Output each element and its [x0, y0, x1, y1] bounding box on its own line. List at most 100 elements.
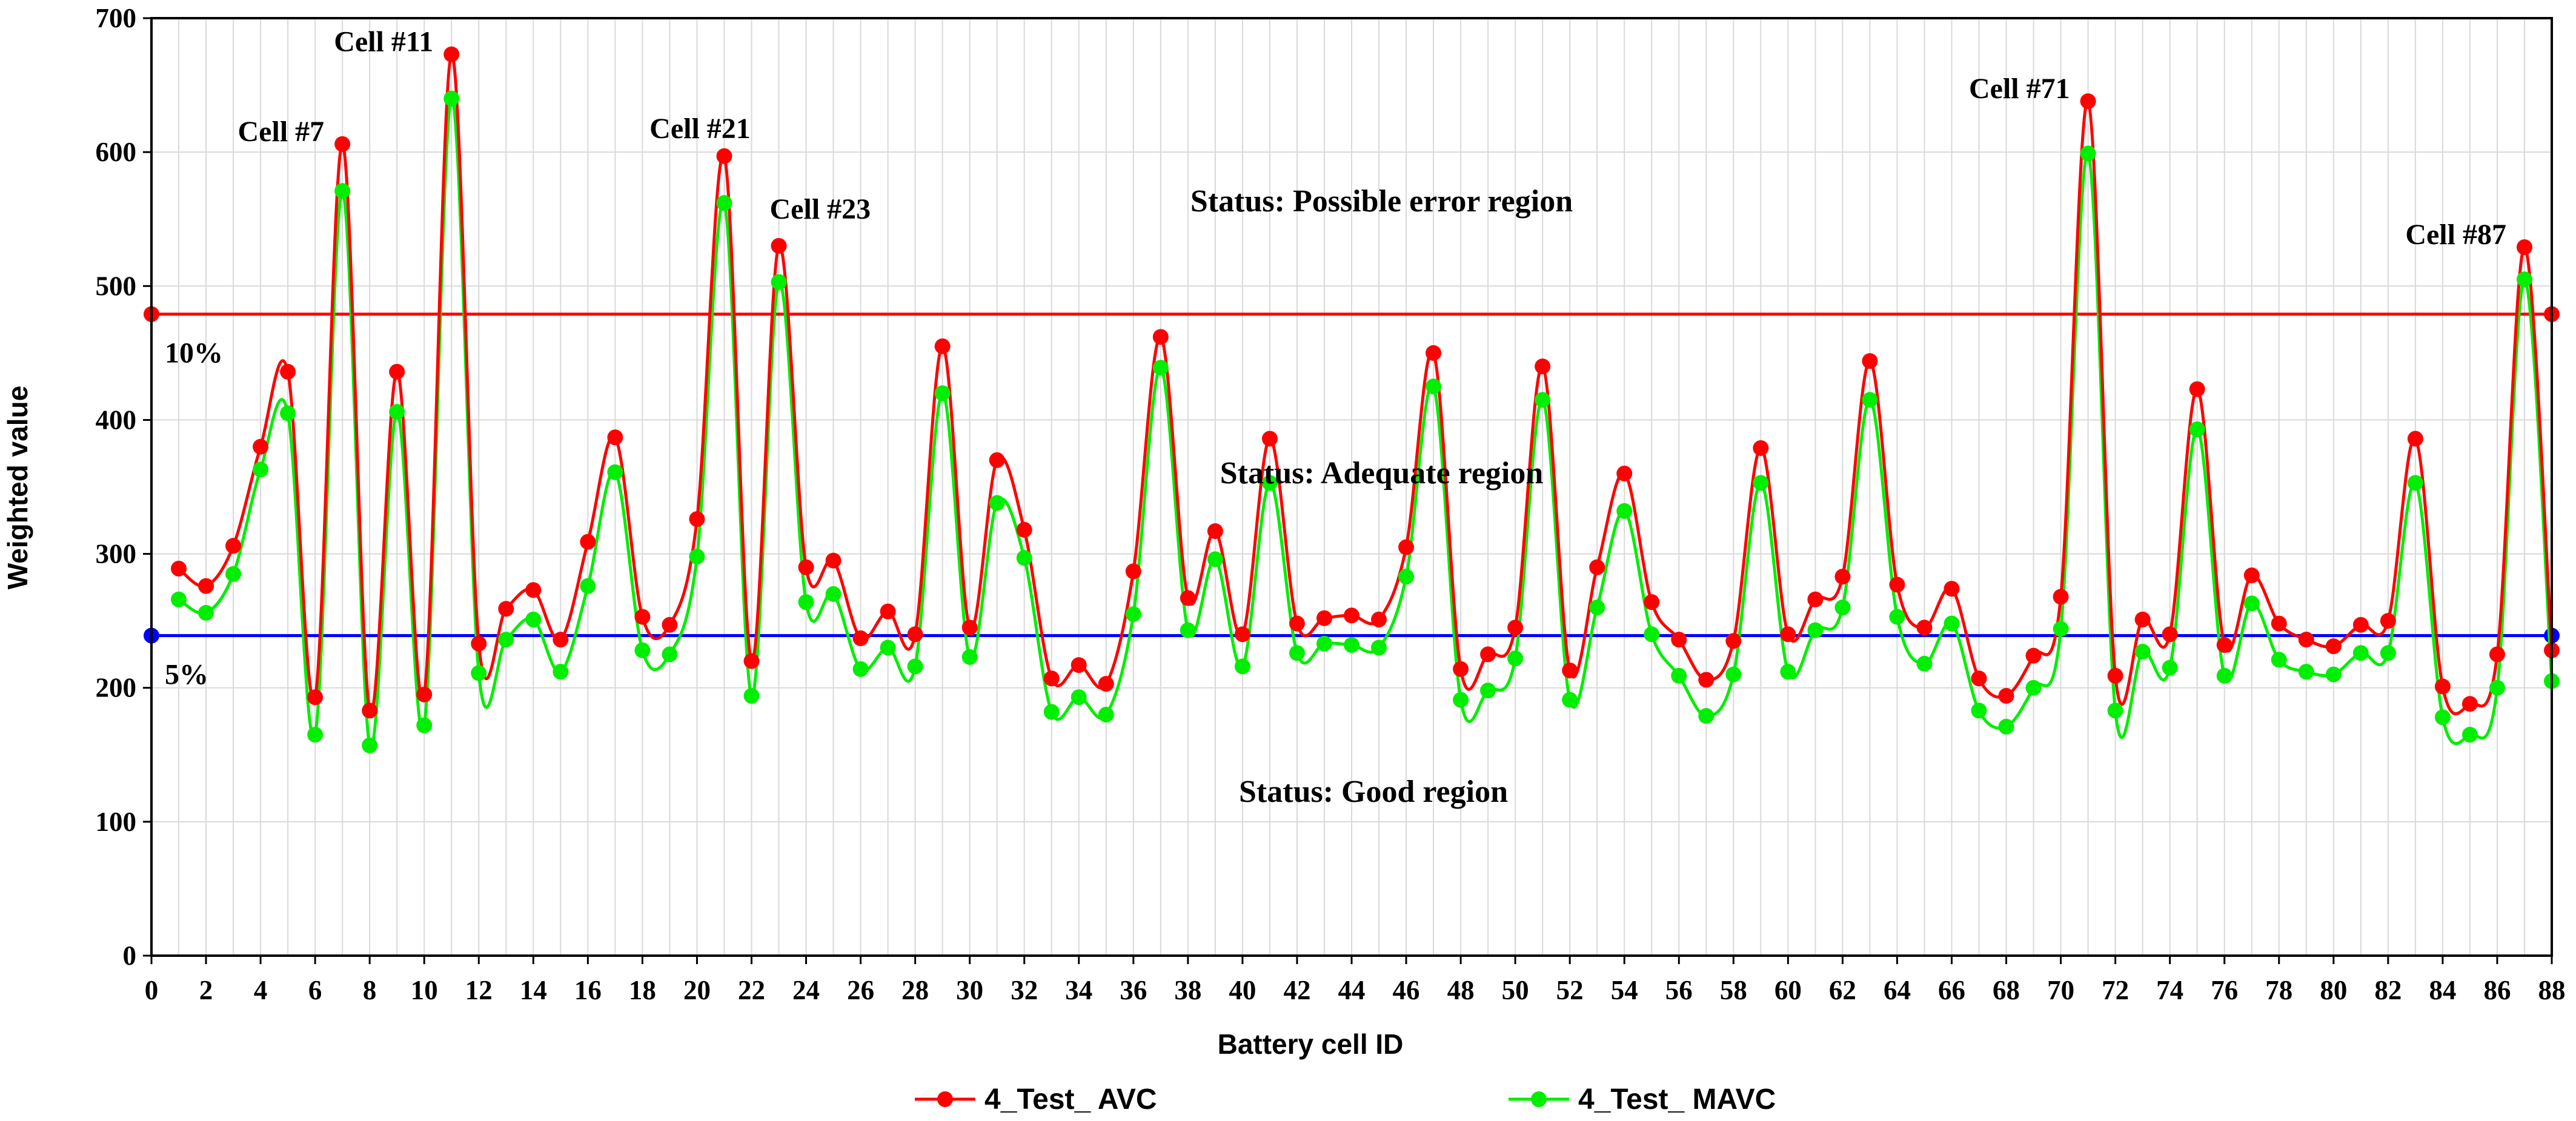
data-point-avc [1944, 581, 1960, 597]
x-tick-label: 54 [1611, 975, 1638, 1005]
data-point-mavc [2407, 475, 2423, 491]
data-point-avc [1261, 431, 1278, 447]
x-tick-label: 50 [1502, 975, 1529, 1005]
data-point-avc [880, 603, 896, 620]
data-point-mavc [1261, 475, 1278, 491]
x-tick-label: 18 [629, 975, 656, 1005]
data-point-mavc [1971, 703, 1987, 719]
data-point-mavc [443, 90, 460, 107]
data-point-avc [989, 452, 1005, 468]
data-point-avc [2298, 632, 2314, 648]
x-tick-label: 32 [1011, 975, 1038, 1005]
x-tick-label: 2 [199, 975, 213, 1005]
y-tick-label: 500 [96, 271, 137, 301]
x-tick-label: 60 [1774, 975, 1802, 1005]
data-point-avc [1207, 523, 1223, 539]
data-point-avc [771, 237, 787, 254]
data-point-mavc [2080, 145, 2096, 162]
data-point-avc [1180, 590, 1196, 606]
data-point-avc [416, 686, 433, 703]
data-point-mavc [307, 727, 324, 743]
data-point-mavc [1207, 551, 1223, 567]
x-tick-label: 86 [2483, 975, 2511, 1005]
data-point-mavc [525, 611, 542, 627]
x-tick-label: 8 [363, 975, 377, 1005]
data-point-mavc [171, 591, 187, 607]
legend-avc-label: 4_Test_ AVC [984, 1083, 1157, 1116]
data-point-avc [689, 511, 705, 527]
data-point-mavc [471, 665, 487, 681]
data-point-mavc [1398, 569, 1415, 585]
data-point-mavc [798, 594, 814, 610]
x-tick-label: 64 [1884, 975, 1911, 1005]
data-point-mavc [1616, 503, 1633, 519]
x-tick-label: 22 [738, 975, 765, 1005]
data-point-avc [798, 559, 814, 575]
data-point-mavc [1562, 692, 1578, 708]
y-tick-label: 400 [96, 405, 137, 435]
data-point-mavc [1944, 615, 1960, 632]
data-point-avc [1998, 687, 2014, 704]
x-tick-label: 44 [1338, 975, 1366, 1005]
cell-annotation: Cell #7 [238, 116, 325, 148]
data-point-avc [498, 601, 514, 617]
data-point-avc [580, 534, 596, 550]
cell-annotation: Cell #23 [770, 193, 871, 225]
data-point-avc [1562, 662, 1578, 678]
x-tick-label: 26 [847, 975, 874, 1005]
x-tick-label: 42 [1283, 975, 1310, 1005]
y-tick-label: 0 [123, 941, 137, 971]
threshold-lines: 10% 5% [144, 306, 2560, 690]
threshold-label: 10% [165, 337, 223, 369]
data-point-mavc [1998, 718, 2014, 735]
y-tick-label: 200 [96, 673, 137, 703]
data-point-avc [1834, 569, 1851, 585]
data-point-mavc [2243, 595, 2260, 612]
cell-annotation: Cell #11 [334, 26, 433, 58]
data-point-avc [362, 703, 378, 719]
x-tick-label: 12 [465, 975, 493, 1005]
legend: 4_Test_ AVC 4_Test_ MAVC [915, 1083, 1776, 1116]
data-point-avc [2025, 647, 2042, 664]
region-label: Status: Possible error region [1190, 184, 1573, 219]
data-point-mavc [334, 183, 351, 199]
data-point-avc [198, 578, 214, 594]
x-tick-label: 40 [1229, 975, 1256, 1005]
data-point-avc [1698, 672, 1715, 688]
data-point-avc [934, 338, 951, 354]
data-point-avc [1016, 521, 1032, 538]
cell-annotation: Cell #87 [2405, 219, 2506, 251]
cell-annotation: Cell #71 [1969, 73, 2070, 105]
x-tick-label: 16 [574, 975, 602, 1005]
x-tick-label: 72 [2102, 975, 2129, 1005]
data-point-mavc [1152, 360, 1169, 376]
y-tick-label: 300 [96, 539, 137, 569]
data-point-mavc [1371, 640, 1387, 656]
data-point-avc [2271, 615, 2287, 632]
x-tick-label: 76 [2211, 975, 2238, 1005]
data-point-mavc [1316, 635, 1332, 652]
legend-mavc-marker [1531, 1091, 1547, 1107]
data-point-mavc [1862, 392, 1878, 408]
y-axis-title: Weighted value [2, 386, 33, 590]
data-point-avc [2489, 646, 2505, 663]
data-point-avc [1916, 620, 1933, 636]
data-point-mavc [2162, 660, 2178, 676]
data-point-mavc [634, 642, 651, 658]
data-point-avc [607, 429, 623, 446]
data-point-mavc [934, 385, 951, 402]
data-point-mavc [989, 495, 1005, 511]
data-point-mavc [1043, 704, 1060, 720]
data-point-mavc [280, 405, 296, 422]
data-point-avc [852, 630, 869, 646]
data-point-mavc [553, 664, 569, 680]
data-point-avc [1071, 657, 1087, 673]
data-point-avc [1971, 670, 1987, 687]
data-point-mavc [2434, 709, 2451, 726]
data-point-avc [1125, 563, 1141, 580]
data-point-avc [907, 626, 923, 643]
legend-mavc-label: 4_Test_ MAVC [1578, 1083, 1776, 1116]
data-point-avc [1098, 676, 1114, 692]
x-tick-label: 6 [308, 975, 322, 1005]
data-point-avc [280, 363, 296, 380]
